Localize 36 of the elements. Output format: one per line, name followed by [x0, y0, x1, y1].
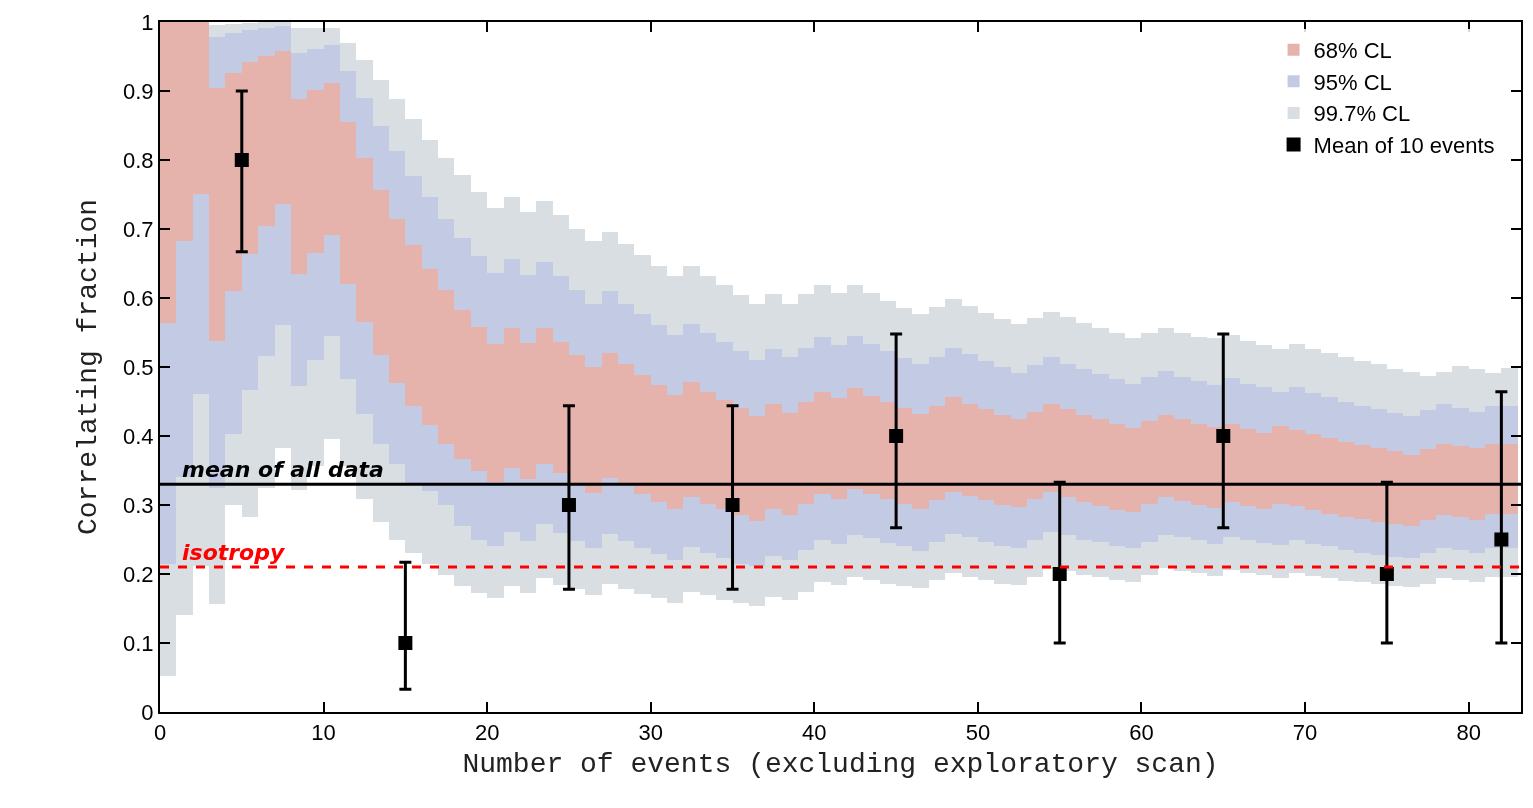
point	[1216, 429, 1231, 443]
x-tick-label: 80	[1456, 720, 1481, 746]
y-tick-label: 0.8	[123, 147, 154, 173]
ref-line-label: mean of all data	[182, 457, 384, 482]
x-tick-label: 70	[1292, 720, 1318, 746]
y-tick-label: 0.5	[123, 354, 154, 380]
x-tick-label: 20	[474, 720, 500, 746]
point	[234, 153, 249, 167]
legend-label: Mean of 10 events	[1313, 133, 1495, 159]
point	[889, 429, 904, 443]
y-axis-title: Correlating fraction	[73, 198, 105, 536]
point	[1494, 532, 1509, 547]
x-tick-label: 10	[311, 720, 336, 746]
point	[1379, 567, 1394, 581]
y-tick-label: 1	[141, 9, 154, 35]
legend-label: 99.7% CL	[1313, 101, 1411, 127]
point	[725, 498, 740, 512]
point	[561, 498, 576, 512]
point	[398, 636, 413, 650]
y-tick-label: 0	[141, 699, 154, 725]
x-tick-label: 30	[638, 720, 663, 746]
x-tick-label: 40	[802, 720, 827, 746]
y-tick-label: 0.6	[123, 285, 154, 311]
x-tick-label: 60	[1129, 720, 1154, 746]
x-tick-label: 50	[965, 720, 991, 746]
x-axis-title: Number of events (excluding exploratory scan)	[462, 749, 1219, 780]
legend-label: 68% CL	[1313, 38, 1392, 64]
y-tick-label: 0.9	[123, 78, 154, 104]
y-tick-label: 0.3	[123, 492, 154, 518]
point	[1052, 567, 1067, 581]
y-tick-label: 0.1	[123, 630, 154, 656]
y-tick-label: 0.7	[123, 216, 154, 242]
y-tick-label: 0.2	[123, 561, 154, 587]
y-tick-label: 0.4	[123, 423, 154, 449]
ref-line-label: isotropy	[182, 540, 286, 565]
legend-label: 95% CL	[1313, 69, 1392, 95]
